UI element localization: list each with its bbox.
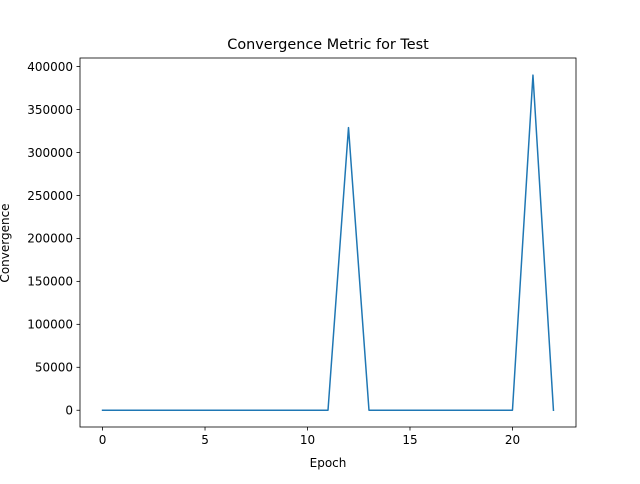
y-tick-label-350000: 350000 [27,103,73,117]
x-tick-label-20: 20 [505,433,520,447]
x-tick-label-15: 15 [402,433,417,447]
plot-area: 0 5 10 15 20 0 50000 100000 150000 200000 250000 30… [27,57,577,447]
y-axis-label: Convergence [0,203,12,282]
chart-title: Convergence Metric for Test [227,37,429,53]
series-line-0 [101,74,555,412]
y-tick-label-200000: 200000 [27,232,73,246]
y-tick-label-50000: 50000 [35,361,73,375]
y-tick-label-100000: 100000 [27,318,73,332]
axes-frame [79,57,577,428]
y-tick-label-150000: 150000 [27,275,73,289]
y-tick-label-300000: 300000 [27,146,73,160]
x-tick-label-5: 5 [201,433,209,447]
x-tick-label-10: 10 [300,433,315,447]
x-axis-label: Epoch [310,456,347,470]
y-tick-label-250000: 250000 [27,189,73,203]
x-tick-label-0: 0 [99,433,107,447]
y-tick-label-0: 0 [65,404,73,418]
y-tick-label-400000: 400000 [27,60,73,74]
